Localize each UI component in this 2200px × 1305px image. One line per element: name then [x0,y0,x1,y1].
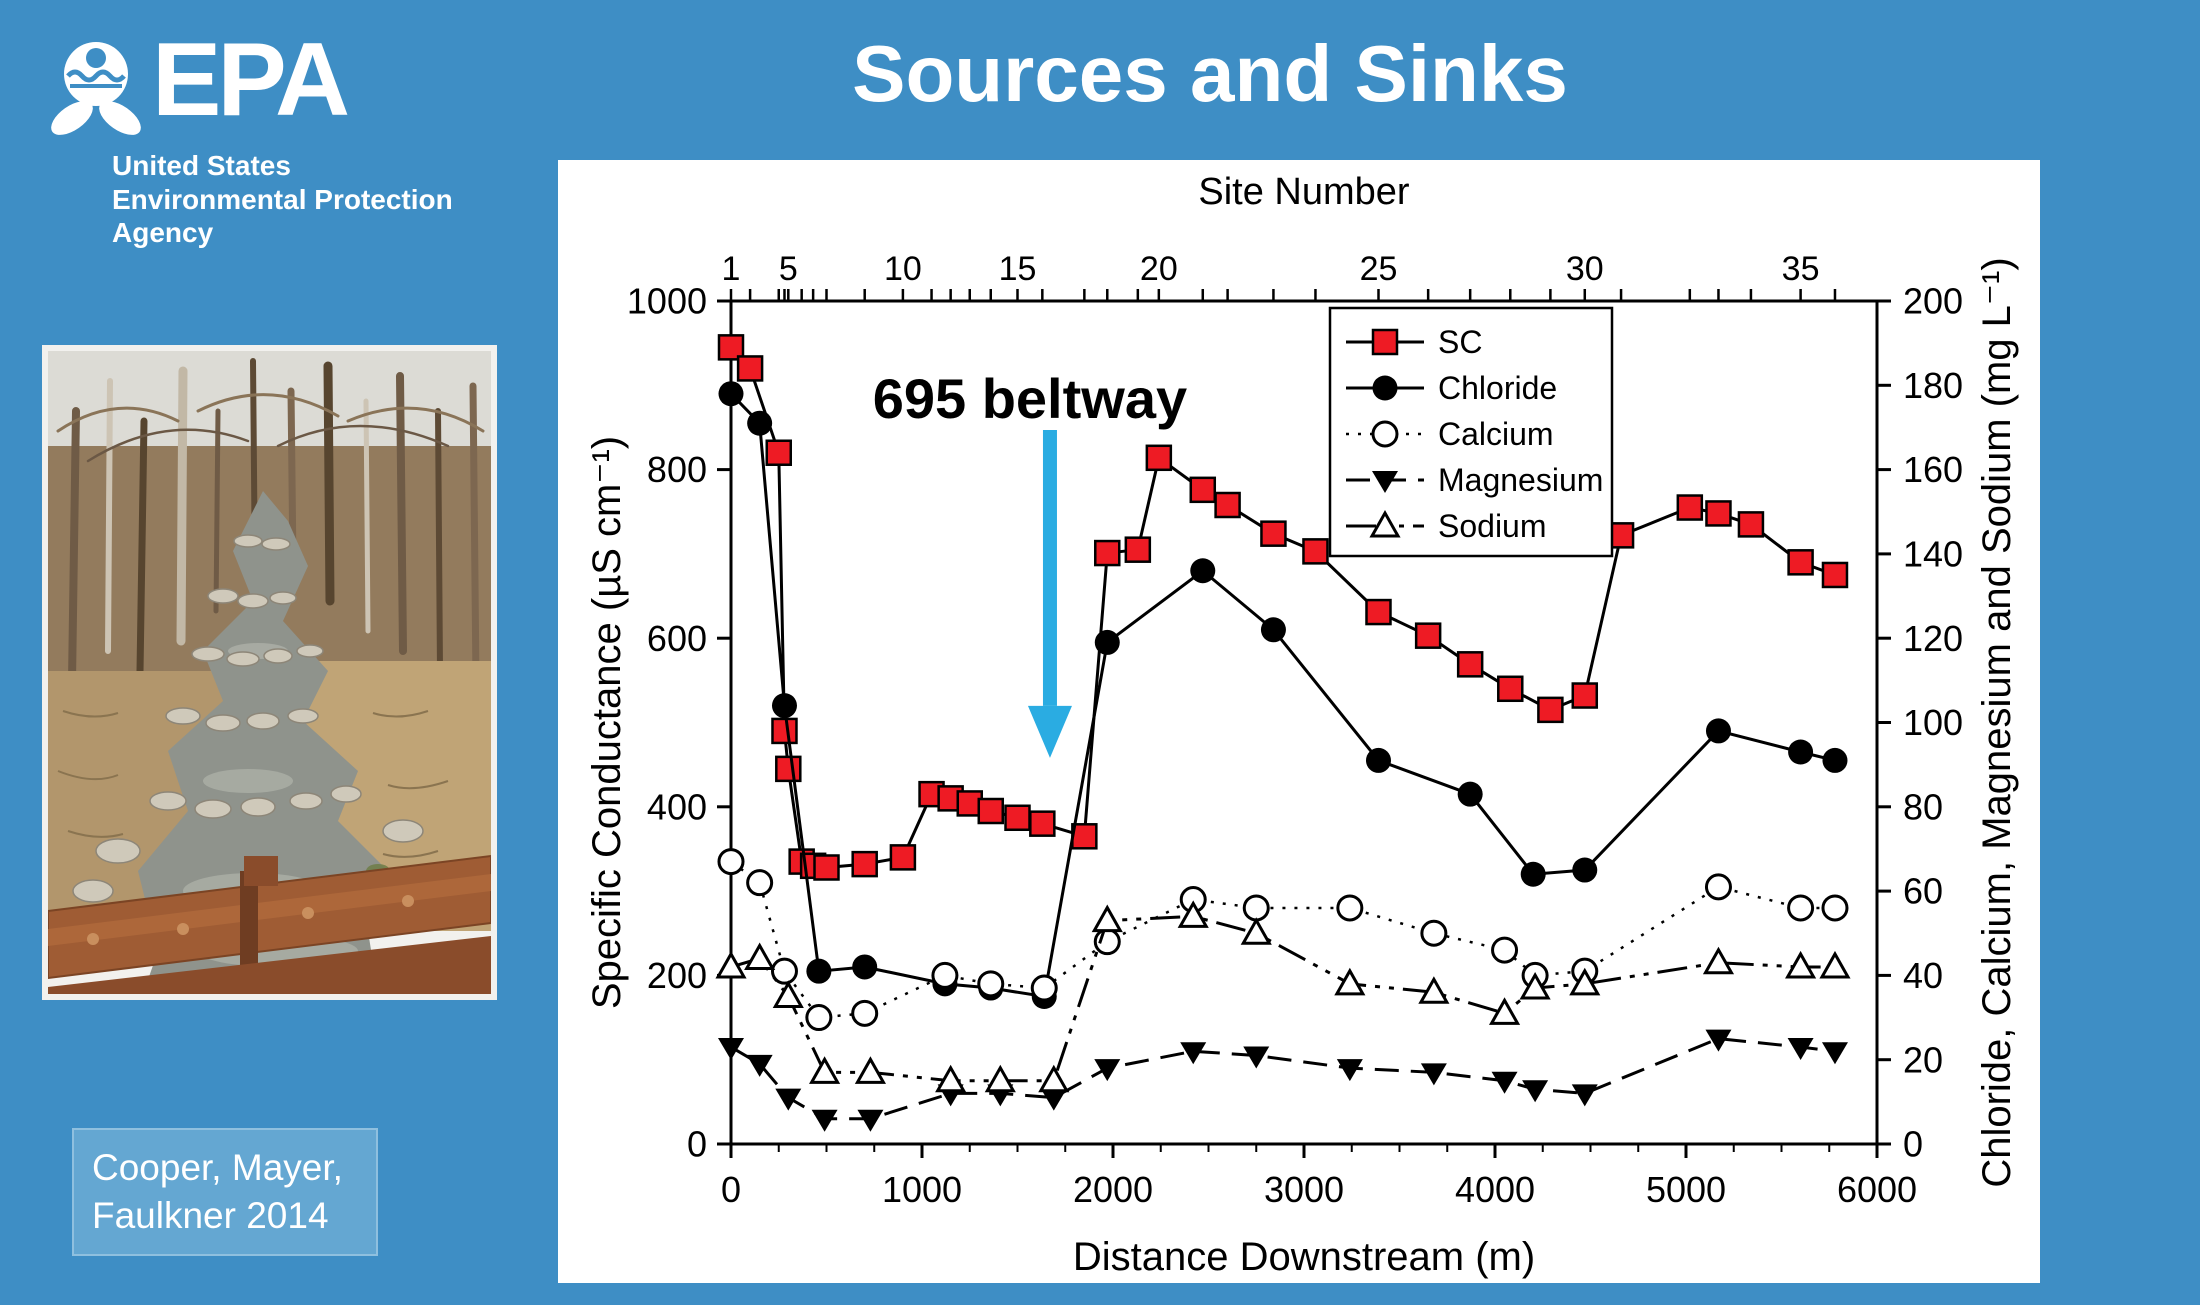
svg-text:SC: SC [1438,324,1482,360]
series-calcium [717,848,1849,1032]
svg-text:1000: 1000 [627,281,707,322]
epa-logo-block: EPA United States Environmental Protecti… [46,22,453,250]
epa-tagline-line2: Environmental Protection [112,183,453,215]
svg-text:200: 200 [647,955,707,996]
legend: SC Chloride Calcium Magnesium Sodium [1328,306,1614,558]
citation-box: Cooper, Mayer, Faulkner 2014 [72,1128,378,1257]
svg-text:40: 40 [1903,955,1943,996]
svg-text:0: 0 [687,1124,707,1165]
svg-text:30: 30 [1566,250,1604,288]
citation-line1: Cooper, Mayer, [92,1147,343,1188]
svg-text:0: 0 [721,1169,741,1210]
series-magnesium [718,1029,1848,1132]
svg-text:Specific Conductance (µS cm⁻¹): Specific Conductance (µS cm⁻¹) [585,436,629,1009]
svg-text:5000: 5000 [1646,1169,1726,1210]
svg-text:25: 25 [1360,250,1398,288]
x-axis-top-sites: 1 5 10 15 20 25 30 35 Site Number [722,171,1837,301]
svg-text:20: 20 [1140,250,1178,288]
svg-text:Chloride: Chloride [1438,370,1557,406]
series-sodium [715,900,1851,1093]
svg-text:120: 120 [1903,618,1963,659]
svg-text:695 beltway: 695 beltway [873,367,1187,430]
photo-stream-water [138,491,388,994]
svg-text:600: 600 [647,618,707,659]
series-sc [717,334,1849,881]
svg-text:Site Number: Site Number [1198,171,1410,213]
svg-text:Sodium: Sodium [1438,508,1547,544]
svg-text:160: 160 [1903,449,1963,490]
svg-text:60: 60 [1903,871,1943,912]
photo-tree-trunks [56,358,485,685]
page-title: Sources and Sinks [852,29,1568,118]
svg-text:6000: 6000 [1837,1169,1917,1210]
svg-text:Calcium: Calcium [1438,416,1554,452]
svg-text:2000: 2000 [1073,1169,1153,1210]
svg-text:1: 1 [722,250,741,288]
epa-acronym: EPA [152,22,350,138]
svg-text:3000: 3000 [1264,1169,1344,1210]
svg-text:10: 10 [884,250,922,288]
y-axis-left: 0 200 400 600 800 1000 Specific Conductance (µ… [585,281,731,1165]
epa-tagline-line3: Agency [112,217,214,249]
photo-stone-weirs [72,534,424,903]
epa-tagline-line1: United States [112,150,291,181]
series-chloride [718,381,1848,1009]
epa-flower-icon [46,34,146,143]
svg-text:35: 35 [1782,250,1820,288]
chart-panel: 0 1000 2000 3000 4000 5000 6000 Distance Downst… [558,160,2040,1283]
svg-text:Chloride, Calcium, Magnesium a: Chloride, Calcium, Magnesium and Sodium … [1975,257,2019,1187]
citation-line2: Faulkner 2014 [92,1195,329,1237]
x-axis-bottom: 0 1000 2000 3000 4000 5000 6000 Distance Downst… [721,1144,1917,1279]
svg-text:0: 0 [1903,1124,1923,1165]
svg-text:180: 180 [1903,365,1963,406]
svg-text:1000: 1000 [882,1169,962,1210]
stream-photo-art [48,351,491,994]
svg-text:100: 100 [1903,702,1963,743]
svg-text:400: 400 [647,786,707,827]
svg-text:4000: 4000 [1455,1169,1535,1210]
photo-guardrail [48,854,491,994]
svg-text:140: 140 [1903,534,1963,575]
svg-text:Magnesium: Magnesium [1438,462,1603,498]
y-axis-right: 0 20 40 60 80 100 120 140 160 180 200 Chloride, Cal… [1877,257,2019,1188]
svg-text:15: 15 [999,250,1037,288]
svg-text:800: 800 [647,449,707,490]
epa-tagline: United States Environmental Protection A… [112,149,453,250]
svg-text:20: 20 [1903,1039,1943,1080]
stream-photo [42,345,497,1000]
beltway-annotation: 695 beltway [873,367,1187,758]
svg-text:80: 80 [1903,786,1943,827]
svg-text:5: 5 [779,250,798,288]
svg-text:Distance Downstream (m): Distance Downstream (m) [1073,1235,1535,1279]
svg-text:200: 200 [1903,281,1963,322]
